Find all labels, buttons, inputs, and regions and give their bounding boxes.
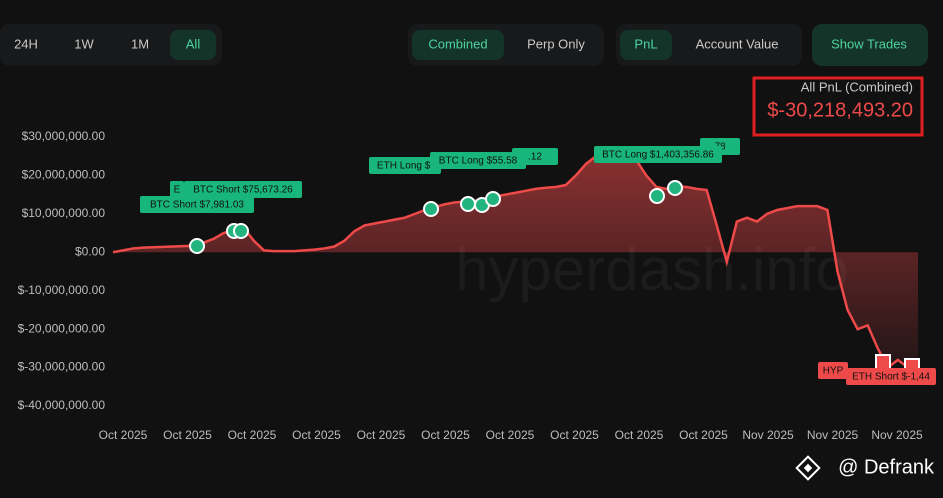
y-tick-label: $20,000,000.00: [22, 168, 106, 182]
x-tick-label: Oct 2025: [486, 428, 535, 442]
mode-button[interactable]: Perp Only: [527, 36, 585, 51]
trade-label: HYP: [823, 366, 844, 377]
trade-marker: [233, 223, 249, 239]
metric-button[interactable]: PnL: [634, 36, 657, 51]
trade-label: .12: [528, 152, 542, 163]
y-tick-label: $10,000,000.00: [22, 206, 106, 220]
trade-label-bg: [430, 152, 526, 169]
pnl-label: All PnL (Combined): [801, 79, 913, 94]
x-tick-label: Oct 2025: [228, 428, 277, 442]
x-tick-label: Nov 2025: [807, 428, 859, 442]
trade-marker: [460, 196, 476, 212]
range-button[interactable]: All: [186, 36, 201, 51]
trade-label-bg: [846, 368, 936, 385]
trade-marker-short: [875, 354, 891, 370]
show-trades[interactable]: Show Trades: [831, 36, 907, 51]
x-tick-label: Oct 2025: [163, 428, 212, 442]
y-tick-label: $30,000,000.00: [22, 129, 106, 143]
mode-button[interactable]: Combined: [428, 36, 487, 51]
trade-label-bg: [170, 181, 184, 198]
x-tick-label: Oct 2025: [615, 428, 664, 442]
highlight-box: [752, 76, 924, 137]
y-tick-label: $-10,000,000.00: [18, 283, 106, 297]
x-tick-label: Nov 2025: [871, 428, 923, 442]
trade-label: BTC Long $55.58: [439, 156, 518, 167]
range-group: [0, 24, 222, 66]
x-tick-label: Oct 2025: [679, 428, 728, 442]
trade-label: E: [174, 185, 181, 196]
trade-label-bg: [594, 146, 722, 163]
trade-marker: [423, 201, 439, 217]
plot: $30,000,000.00 $20,000,000.00 $10,000,000.…: [18, 129, 936, 442]
y-tick-label: $-40,000,000.00: [18, 398, 106, 412]
trade-label-bg: [184, 181, 302, 198]
range-button[interactable]: 1W: [74, 36, 94, 51]
range-button[interactable]: 24H: [14, 36, 38, 51]
x-tick-label: Oct 2025: [357, 428, 406, 442]
y-tick-label: $0.00: [75, 244, 105, 258]
x-tick-label: Oct 2025: [292, 428, 341, 442]
x-tick-label: Oct 2025: [421, 428, 470, 442]
y-tick-label: $-30,000,000.00: [18, 360, 106, 374]
trade-label: ETH Short $-1,44: [852, 372, 930, 383]
area: [113, 154, 918, 369]
active-metric: [620, 30, 672, 60]
y-tick-label: $-20,000,000.00: [18, 321, 106, 335]
trades-toggle-bg: [812, 24, 928, 66]
active-range: [170, 30, 216, 60]
trade-label-bg: [818, 362, 848, 379]
trade-label: BTC Short $75,673.26: [193, 185, 293, 196]
metric-button[interactable]: Account Value: [696, 36, 779, 51]
trade-label: BTC Short $7,981.03: [150, 200, 244, 211]
range-button[interactable]: 1M: [131, 36, 149, 51]
x-tick-label: Nov 2025: [742, 428, 794, 442]
trade-label: ETH Long $.: [377, 161, 433, 172]
trade-marker: [667, 180, 683, 196]
trade-marker: [189, 238, 205, 254]
pnl-value: $-30,218,493.20: [767, 99, 913, 121]
trade-label: BTC Long $1,403,356.86: [602, 150, 714, 161]
x-tick-label: Oct 2025: [99, 428, 148, 442]
active-mode: [412, 30, 504, 60]
trade-marker: [649, 188, 665, 204]
trade-marker: [485, 191, 501, 207]
credit: @ Defrank: [838, 456, 935, 478]
trade-label-bg: [140, 196, 254, 213]
logo: [795, 455, 821, 481]
x-tick-label: Oct 2025: [550, 428, 599, 442]
trade-label-bg: [369, 157, 441, 174]
